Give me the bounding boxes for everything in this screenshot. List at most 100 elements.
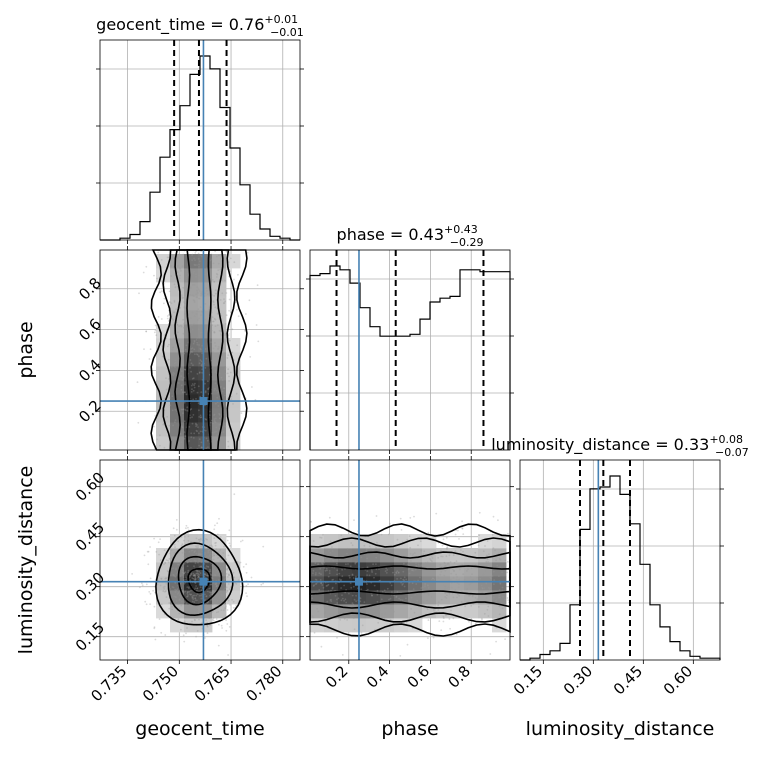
sample-point — [351, 602, 354, 605]
density-cell — [170, 408, 185, 423]
sample-point — [217, 579, 220, 581]
density-cell — [156, 436, 171, 451]
sample-point — [171, 348, 174, 351]
density-cell — [170, 366, 185, 381]
sample-point — [171, 373, 174, 375]
sample-point — [221, 292, 224, 295]
sample-point — [204, 382, 206, 385]
sample-point — [246, 251, 249, 254]
sample-point — [204, 328, 207, 331]
sample-point — [188, 426, 191, 428]
sample-point — [196, 589, 198, 592]
sample-point — [184, 604, 186, 606]
sample-point — [197, 257, 200, 260]
sample-point — [340, 579, 343, 581]
sample-point — [186, 565, 189, 567]
sample-point — [165, 590, 167, 592]
sample-point — [210, 574, 213, 576]
sample-point — [427, 584, 429, 587]
sample-point — [216, 312, 219, 315]
sample-point — [182, 591, 185, 593]
sample-point — [173, 311, 176, 314]
sample-point — [166, 315, 169, 317]
sample-point — [176, 323, 179, 326]
sample-point — [319, 549, 321, 552]
sample-point — [209, 259, 212, 262]
density-cell — [212, 422, 227, 437]
title-main: luminosity_distance = 0.33 — [491, 435, 709, 455]
sample-point — [145, 330, 148, 333]
sample-point — [351, 544, 354, 547]
sample-point — [426, 608, 429, 611]
panel-frame — [99, 459, 301, 661]
sample-point — [217, 391, 220, 394]
density-cell — [198, 548, 213, 563]
sample-point — [417, 544, 419, 547]
sample-point — [223, 441, 226, 443]
sample-point — [332, 578, 335, 581]
sample-point — [195, 422, 197, 425]
sample-point — [380, 555, 383, 558]
sample-point — [225, 619, 228, 622]
sample-point — [345, 601, 348, 604]
density-cell — [436, 576, 451, 591]
sample-point — [170, 557, 173, 559]
sample-point — [188, 550, 191, 553]
sample-point — [504, 614, 507, 617]
sample-point — [224, 333, 227, 335]
sample-point — [405, 597, 407, 600]
sample-point — [194, 578, 197, 581]
sample-point — [217, 644, 220, 647]
sample-point — [323, 612, 326, 615]
sample-point — [420, 587, 423, 589]
sample-point — [183, 282, 186, 285]
sample-point — [366, 574, 368, 576]
panel-frame — [519, 459, 721, 661]
sample-point — [153, 274, 155, 277]
sample-point — [489, 653, 492, 655]
sample-point — [160, 259, 163, 261]
sample-point — [180, 544, 183, 547]
sample-point — [199, 278, 202, 281]
sample-point — [196, 430, 199, 433]
panel-frame — [99, 249, 301, 451]
sample-point — [377, 621, 380, 624]
sample-point — [229, 257, 232, 260]
sample-point — [188, 558, 191, 561]
sample-point — [155, 551, 158, 553]
sample-point — [442, 583, 445, 586]
grid-lines — [310, 250, 510, 450]
density-cell — [170, 590, 185, 605]
sample-point — [381, 591, 384, 593]
sample-point — [195, 552, 198, 555]
sample-point — [190, 324, 192, 327]
sample-point — [324, 569, 327, 572]
sample-point — [439, 573, 442, 576]
sample-point — [446, 587, 449, 590]
density-cell — [380, 576, 395, 591]
y-tick-label-luminosity_distance: 0.15 — [72, 618, 108, 654]
sample-point — [444, 562, 446, 564]
sample-point — [193, 348, 196, 351]
sample-point — [195, 572, 198, 575]
sample-point — [178, 267, 181, 270]
sample-point — [237, 315, 240, 318]
sample-point — [352, 615, 354, 618]
sample-point — [196, 607, 199, 610]
sample-point — [440, 555, 443, 558]
sample-point — [164, 577, 167, 580]
sample-point — [506, 597, 509, 599]
sample-point — [218, 413, 221, 416]
sample-point — [431, 577, 434, 580]
sample-point — [196, 574, 199, 577]
sample-point — [460, 549, 462, 551]
sample-point — [246, 595, 248, 598]
sample-point — [406, 643, 409, 646]
sample-point — [173, 301, 176, 303]
sample-point — [153, 425, 155, 428]
sample-point — [474, 551, 477, 554]
sample-point — [199, 414, 202, 417]
sample-point — [209, 594, 211, 597]
sample-point — [192, 342, 195, 345]
sample-point — [205, 538, 207, 540]
